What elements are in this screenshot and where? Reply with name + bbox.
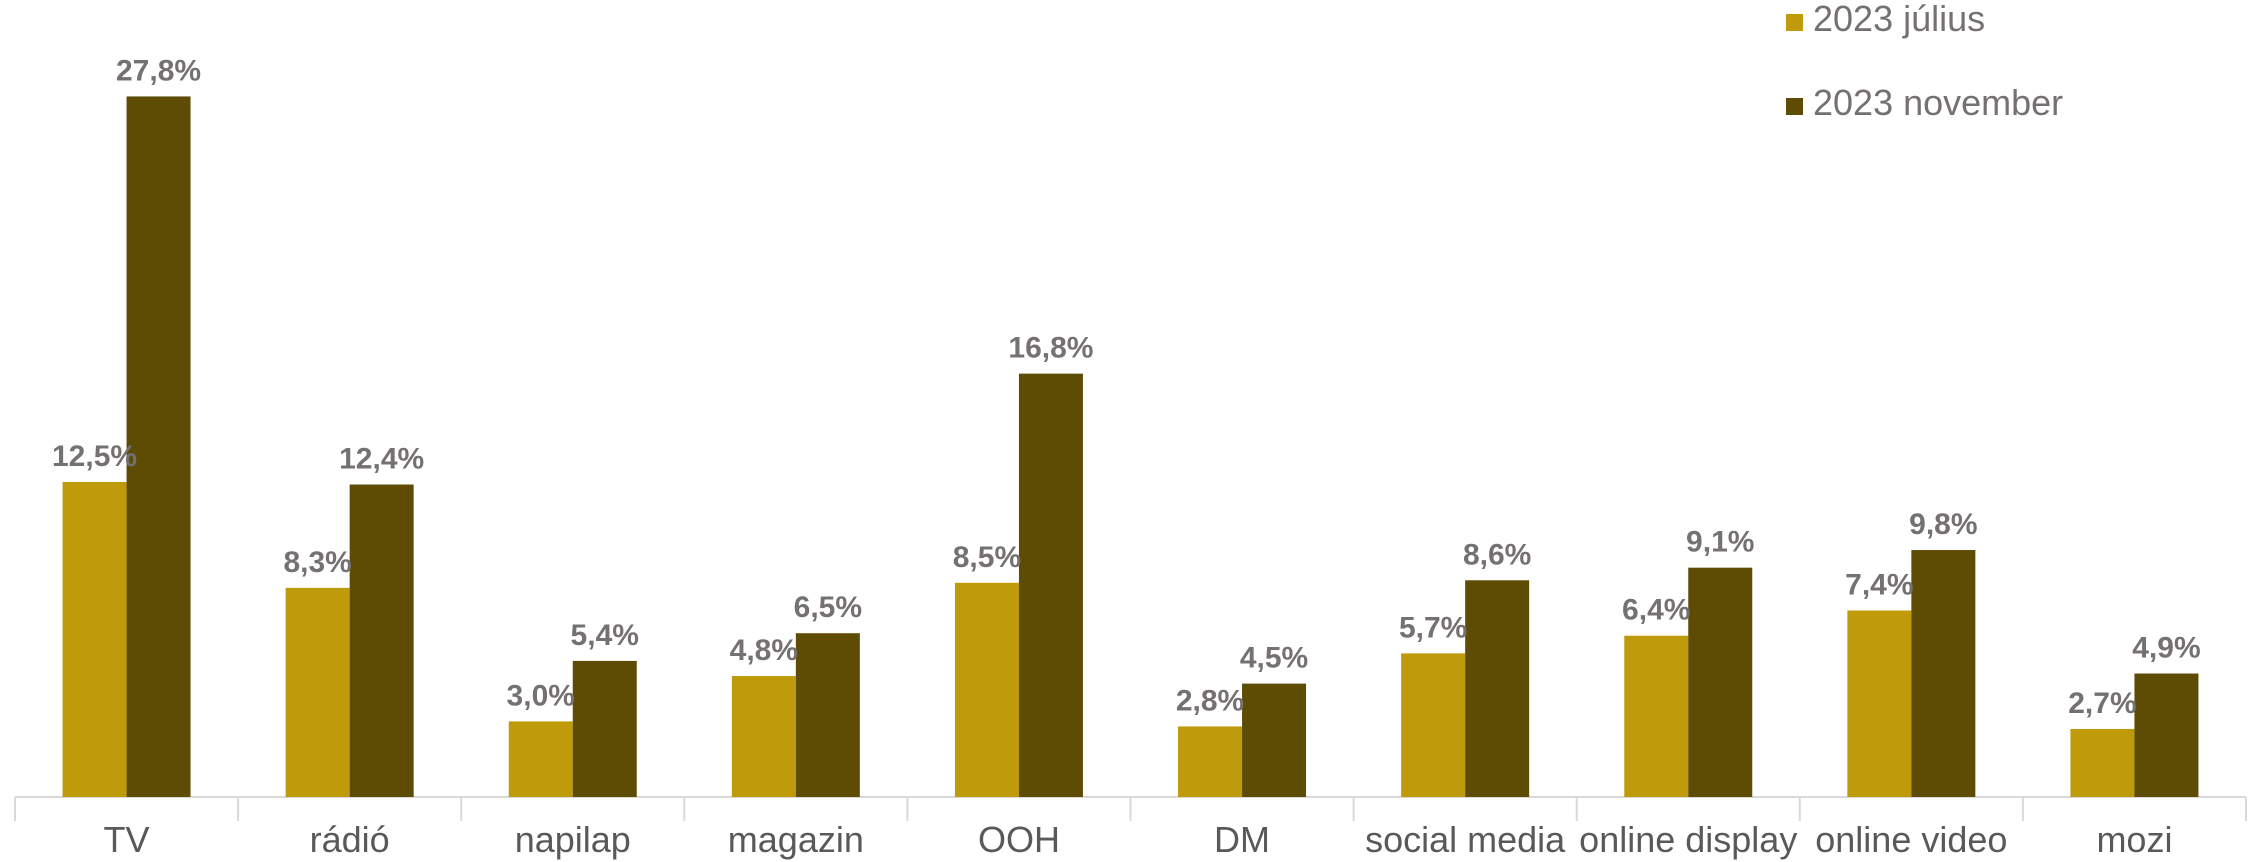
bar-july	[731, 676, 796, 797]
category-label: online display	[1579, 819, 1797, 860]
category-label: OOH	[978, 819, 1060, 860]
data-label: 2,8%	[1176, 684, 1244, 717]
data-label: 4,9%	[2132, 632, 2200, 665]
data-label: 16,8%	[1008, 332, 1093, 365]
bar-november	[1911, 550, 1976, 797]
legend-label: 2023 november	[1813, 82, 2063, 123]
value-labels-group: 12,5% 27,8% 8,3% 12,4% 3,0% 5,4% 4,8% 6,5% 8,5% 1…	[52, 54, 2201, 720]
bar-july	[1847, 610, 1912, 797]
legend-label: 2023 július	[1813, 0, 1985, 39]
data-label: 8,3%	[283, 546, 351, 579]
bar-november	[1018, 373, 1083, 797]
data-label: 4,5%	[1240, 642, 1308, 675]
category-label: DM	[1214, 819, 1270, 860]
data-label: 6,4%	[1622, 594, 1690, 627]
category-label: mozi	[2096, 819, 2172, 860]
data-label: 3,0%	[507, 679, 575, 712]
bar-november	[1688, 567, 1753, 797]
category-label: online video	[1815, 819, 2007, 860]
bars-group	[62, 96, 2199, 797]
bar-november	[1242, 683, 1307, 797]
category-label: rádió	[310, 819, 390, 860]
bar-november	[1465, 580, 1530, 797]
data-label: 12,4%	[339, 443, 424, 476]
category-label: social media	[1365, 819, 1566, 860]
category-label: napilap	[515, 819, 631, 860]
data-label: 8,5%	[953, 541, 1021, 574]
bar-november	[349, 484, 414, 797]
data-label: 27,8%	[116, 54, 201, 87]
data-label: 6,5%	[794, 591, 862, 624]
axis-group	[14, 796, 2247, 821]
legend-swatch	[1786, 14, 1803, 31]
bar-july	[1624, 635, 1689, 797]
bar-july	[62, 482, 127, 797]
bar-july	[1401, 653, 1466, 797]
bar-july	[954, 582, 1019, 797]
data-label: 9,1%	[1686, 526, 1754, 559]
data-label: 9,8%	[1909, 508, 1977, 541]
category-label: TV	[104, 819, 150, 860]
legend: 2023 július 2023 november	[1786, 0, 2063, 123]
category-labels-group: TV rádió napilap magazin OOH DM social media on…	[104, 819, 2173, 860]
category-label: magazin	[728, 819, 864, 860]
bar-july	[285, 587, 350, 797]
data-label: 5,7%	[1399, 611, 1467, 644]
bar-november	[126, 96, 191, 797]
bar-july	[508, 721, 573, 797]
data-label: 4,8%	[730, 634, 798, 667]
bar-july	[1178, 726, 1243, 797]
bar-november	[2134, 673, 2199, 797]
bar-november	[572, 660, 637, 797]
data-label: 8,6%	[1463, 538, 1531, 571]
data-label: 12,5%	[52, 440, 137, 473]
bar-july	[2070, 728, 2135, 797]
bar-november	[795, 633, 860, 797]
data-label: 7,4%	[1845, 569, 1913, 602]
data-label: 5,4%	[571, 619, 639, 652]
data-label: 2,7%	[2068, 687, 2136, 720]
legend-swatch	[1786, 98, 1803, 115]
